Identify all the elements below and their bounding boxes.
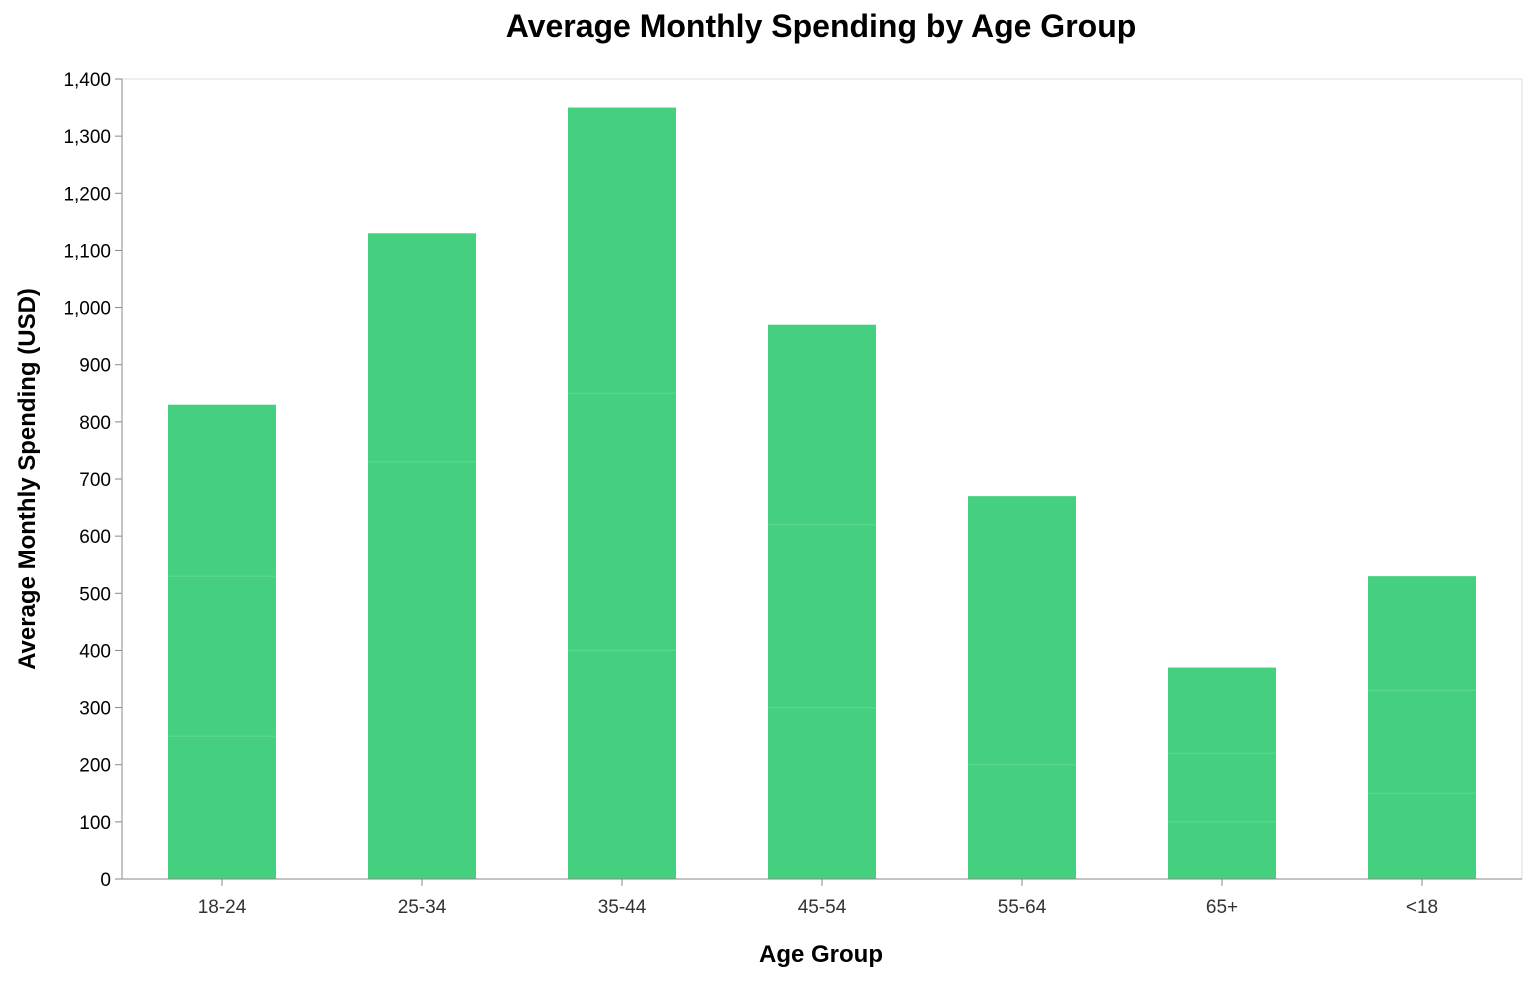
bar-segment[interactable] <box>768 324 876 525</box>
bar-segment[interactable] <box>568 650 676 879</box>
y-axis-title: Average Monthly Spending (USD) <box>14 288 41 670</box>
bar-segment[interactable] <box>1368 690 1476 794</box>
y-tick-label: 300 <box>79 699 111 720</box>
x-axis: 18-24 25-34 35-44 45-54 55-64 65+ <18 <box>122 878 1522 918</box>
y-tick-label: 1,000 <box>63 299 111 320</box>
x-tick-label: 18-24 <box>198 897 247 918</box>
bar-group-65+ <box>1168 667 1276 879</box>
y-tick-label: 1,300 <box>63 127 111 148</box>
y-tick-label: 0 <box>100 870 111 891</box>
bar-segment[interactable] <box>968 496 1076 765</box>
y-tick-label: 1,200 <box>63 184 111 205</box>
y-tick-label: 100 <box>79 813 111 834</box>
bars-layer <box>168 107 1476 879</box>
y-tick-label: 800 <box>79 413 111 434</box>
bar-segment[interactable] <box>1368 576 1476 691</box>
y-tick-label: 200 <box>79 756 111 777</box>
bar-group-<18 <box>1368 576 1476 879</box>
bar-group-55-64 <box>968 496 1076 879</box>
bar-group-25-34 <box>368 233 476 879</box>
x-tick-label: 45-54 <box>798 897 847 918</box>
y-tick-label: 1,100 <box>63 241 111 262</box>
y-tick-label: 500 <box>79 584 111 605</box>
bar-segment[interactable] <box>1168 753 1276 822</box>
bar-segment[interactable] <box>168 736 276 879</box>
bar-segment[interactable] <box>1168 821 1276 879</box>
bar-segment[interactable] <box>568 107 676 394</box>
chart-title: Average Monthly Spending by Age Group <box>506 8 1137 44</box>
bar-group-18-24 <box>168 404 276 879</box>
bar-segment[interactable] <box>168 404 276 577</box>
bar-segment[interactable] <box>568 393 676 651</box>
bar-segment[interactable] <box>368 233 476 462</box>
x-tick-label: 55-64 <box>998 897 1047 918</box>
x-tick-label: 65+ <box>1206 897 1238 918</box>
y-tick-label: 600 <box>79 527 111 548</box>
bar-segment[interactable] <box>1368 793 1476 879</box>
x-tick-label: 35-44 <box>598 897 647 918</box>
bar-segment[interactable] <box>968 764 1076 879</box>
bar-segment[interactable] <box>168 576 276 737</box>
bar-segment[interactable] <box>368 461 476 879</box>
y-tick-label: 400 <box>79 641 111 662</box>
y-tick-label: 1,400 <box>63 70 111 91</box>
x-tick-label: <18 <box>1406 897 1438 918</box>
x-tick-label: 25-34 <box>398 897 447 918</box>
bar-group-45-54 <box>768 324 876 879</box>
bar-group-35-44 <box>568 107 676 879</box>
y-tick-label: 900 <box>79 356 111 377</box>
y-axis: 0 100 200 300 400 500 600 700 800 900 1,000 1,100 1,… <box>63 70 123 891</box>
y-tick-label: 700 <box>79 470 111 491</box>
bar-segment[interactable] <box>1168 667 1276 754</box>
x-axis-title: Age Group <box>759 941 883 968</box>
bar-segment[interactable] <box>768 707 876 879</box>
bar-segment[interactable] <box>768 524 876 708</box>
